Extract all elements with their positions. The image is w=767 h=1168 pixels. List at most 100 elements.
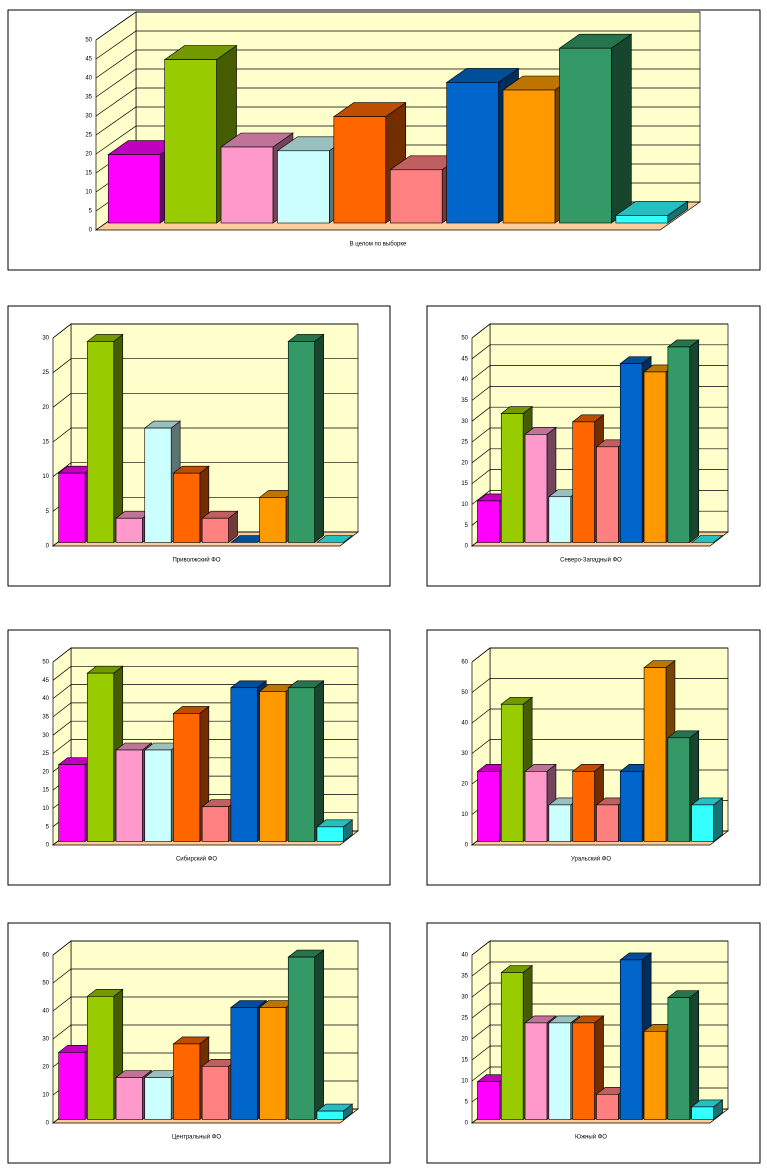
bar [524, 771, 548, 842]
y-tick-label: 20 [42, 769, 49, 775]
y-tick-label: 50 [461, 336, 468, 342]
grid-line [471, 647, 728, 663]
y-tick-label: 30 [461, 995, 468, 1001]
grid-line [52, 665, 358, 681]
y-tick-label: 35 [85, 95, 92, 101]
grid-line [52, 323, 358, 339]
y-tick-label: 45 [42, 678, 49, 684]
bar [287, 956, 315, 1120]
bar [201, 806, 229, 842]
bar [87, 341, 115, 543]
y-tick-label: 0 [46, 544, 50, 550]
y-tick-label: 50 [85, 38, 92, 44]
bar [477, 1081, 500, 1120]
y-tick-label: 60 [42, 953, 49, 959]
bar [173, 472, 201, 543]
grid-line [95, 30, 700, 60]
bar [691, 1106, 714, 1120]
y-tick-label: 35 [461, 974, 468, 980]
y-tick-label: 15 [42, 788, 49, 794]
x-axis-label: Сибирский ФО [176, 856, 217, 863]
y-tick-label: 25 [461, 440, 468, 446]
bar [667, 737, 691, 842]
bar [667, 346, 691, 543]
bar [115, 517, 143, 543]
grid-line [52, 996, 358, 1012]
y-tick-label: 15 [461, 1058, 468, 1064]
y-tick-label: 45 [461, 356, 468, 362]
y-tick-label: 40 [85, 76, 92, 82]
x-axis-label: Уральский ФО [571, 856, 611, 863]
y-tick-label: 25 [42, 370, 49, 376]
bar [173, 713, 201, 842]
y-tick-label: 40 [42, 1009, 49, 1015]
bar-side [689, 339, 700, 544]
bar [643, 371, 667, 543]
y-tick-label: 40 [42, 696, 49, 702]
grid-line [95, 49, 700, 79]
bar [58, 472, 86, 543]
y-tick-label: 0 [89, 228, 93, 234]
bar [259, 497, 287, 543]
bar [548, 1022, 572, 1120]
bar [500, 703, 524, 842]
bar [477, 771, 500, 842]
y-tick-label: 45 [85, 57, 92, 63]
bar [58, 764, 86, 842]
grid-line [52, 647, 358, 663]
y-tick-label: 20 [461, 1037, 468, 1043]
y-tick-label: 50 [461, 690, 468, 696]
y-tick-label: 10 [461, 812, 468, 818]
bar [524, 1022, 548, 1120]
grid-line [52, 392, 358, 408]
y-tick-label: 25 [461, 1016, 468, 1022]
bar [500, 972, 524, 1120]
bar [619, 363, 643, 543]
y-tick-label: 5 [465, 523, 469, 529]
grid-line [471, 323, 728, 339]
y-tick-label: 5 [465, 1100, 469, 1106]
grid-line [471, 344, 728, 360]
bar [643, 1031, 667, 1120]
y-tick-label: 5 [46, 824, 50, 830]
bar [115, 1077, 143, 1120]
bar [572, 771, 595, 842]
bar [287, 687, 315, 842]
bar [333, 116, 387, 224]
bar [596, 804, 619, 842]
bar [144, 1077, 172, 1120]
bar [87, 995, 115, 1120]
y-tick-label: 20 [85, 152, 92, 158]
bar [691, 804, 714, 842]
y-tick-label: 25 [42, 751, 49, 757]
bar-side [314, 949, 324, 1121]
bar [144, 749, 172, 842]
bar [572, 1022, 595, 1120]
grid-line [471, 940, 728, 956]
bar [389, 169, 443, 224]
bar [277, 150, 330, 224]
bar [559, 47, 612, 224]
bar [316, 826, 344, 842]
grid-line [52, 427, 358, 443]
bar [173, 1043, 201, 1120]
bar-top [690, 535, 724, 543]
y-tick-label: 20 [42, 1065, 49, 1071]
bar [446, 82, 499, 224]
bar [144, 427, 172, 543]
bar [572, 421, 595, 543]
y-tick-label: 10 [85, 190, 92, 196]
bar-top [316, 535, 354, 543]
bar [259, 691, 287, 842]
grid-line [52, 358, 358, 373]
x-axis-label: Южный ФО [575, 1134, 607, 1141]
y-tick-label: 50 [42, 660, 49, 666]
y-tick-label: 20 [42, 405, 49, 411]
bar-side [713, 797, 723, 843]
y-tick-label: 10 [461, 502, 468, 508]
bar [667, 997, 691, 1120]
y-tick-label: 0 [465, 1121, 469, 1127]
x-axis-label: Северо-Западный ФО [560, 557, 622, 564]
bar [115, 749, 143, 842]
